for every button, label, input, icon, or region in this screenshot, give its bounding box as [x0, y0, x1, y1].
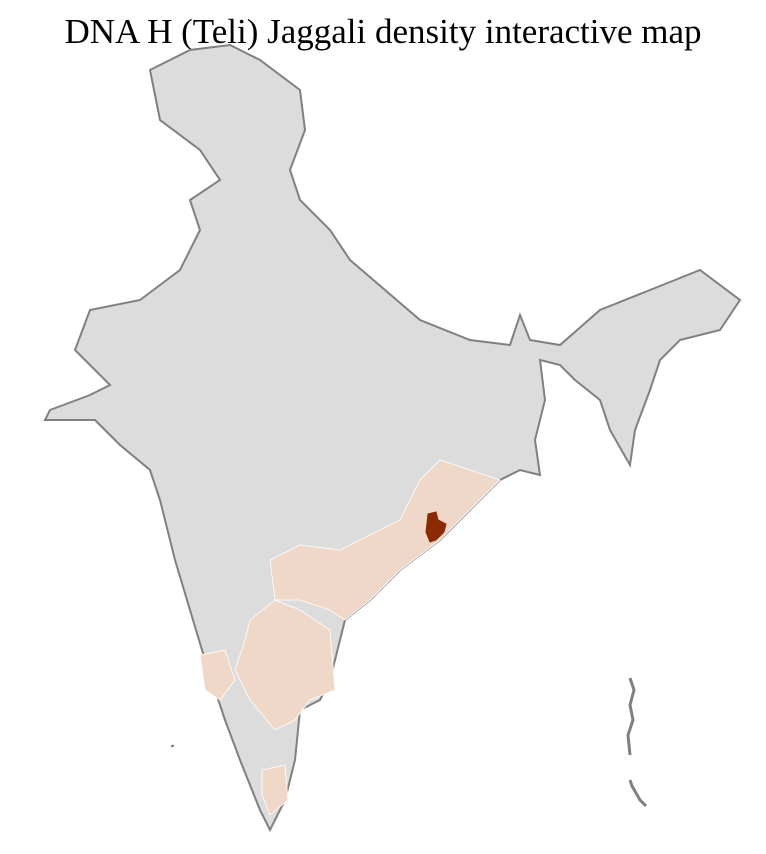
- low-density-region-east-coast[interactable]: [269, 459, 501, 621]
- india-outline[interactable]: [43, 43, 742, 833]
- high-density-district[interactable]: [425, 511, 447, 543]
- lakshadweep-islands: [170, 744, 175, 748]
- low-density-region-south-tip[interactable]: [261, 764, 289, 816]
- andaman-islands: [626, 677, 636, 756]
- map-title: DNA H (Teli) Jaggali density interactive…: [64, 12, 702, 51]
- nicobar-islands: [628, 779, 648, 808]
- low-density-region-south-interior[interactable]: [234, 599, 336, 731]
- low-density-region-west[interactable]: [199, 649, 236, 701]
